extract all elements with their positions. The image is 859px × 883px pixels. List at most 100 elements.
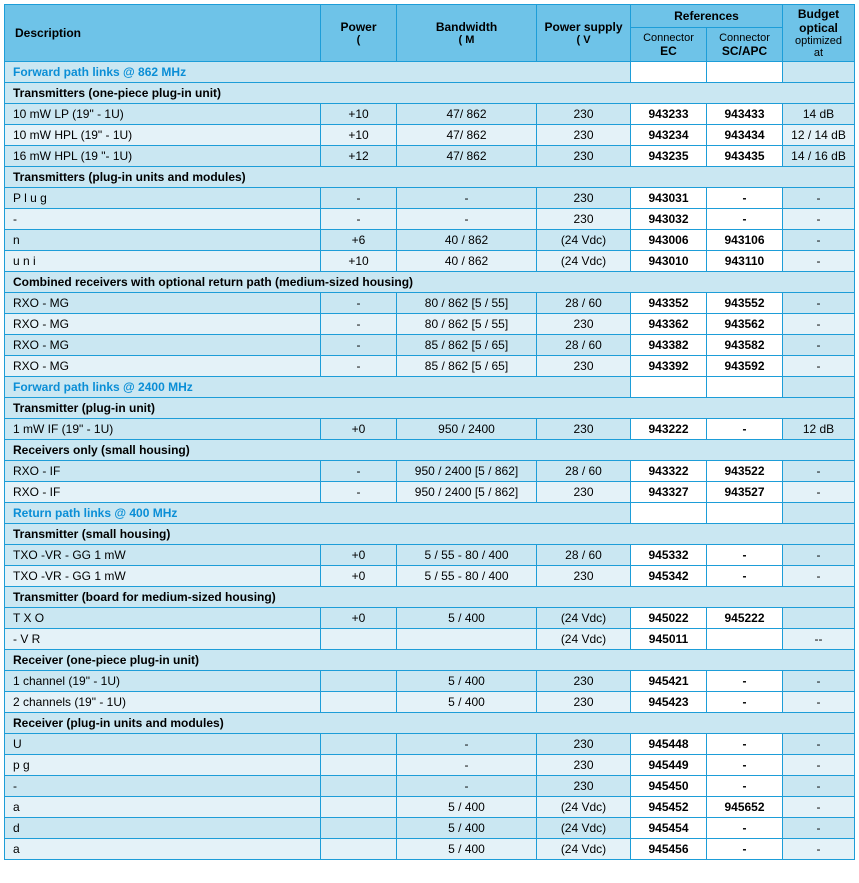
- cell-power-supply: 230: [537, 692, 631, 713]
- cell-description: 10 mW LP (19" - 1U): [5, 104, 321, 125]
- cell-power-supply: 230: [537, 314, 631, 335]
- col-connector-ec-top: Connector: [637, 32, 700, 44]
- col-power-supply-label: Power supply: [543, 20, 624, 34]
- table-row: 2 channels (19" - 1U)5 / 400230945423--: [5, 692, 855, 713]
- table-row: RXO - IF-950 / 2400 [5 / 862]28 / 609433…: [5, 461, 855, 482]
- ref-blank: [707, 62, 783, 83]
- cell-power: +10: [321, 125, 397, 146]
- cell-power-supply: 230: [537, 671, 631, 692]
- table-row: Combined receivers with optional return …: [5, 272, 855, 293]
- cell-description: p g: [5, 755, 321, 776]
- cell-ref-ec: 943382: [631, 335, 707, 356]
- subsection-heading: Receivers only (small housing): [5, 440, 855, 461]
- section-heading: Forward path links @ 862 MHz: [5, 62, 631, 83]
- ref-blank: [631, 62, 707, 83]
- cell-ref-ec: 945452: [631, 797, 707, 818]
- cell-ref-scapc: 943562: [707, 314, 783, 335]
- table-row: U-230945448--: [5, 734, 855, 755]
- subsection-heading: Transmitter (board for medium-sized hous…: [5, 587, 855, 608]
- table-row: T X O+05 / 400(24 Vdc)945022945222: [5, 608, 855, 629]
- table-body: Forward path links @ 862 MHzTransmitters…: [5, 62, 855, 860]
- cell-ref-ec: 945454: [631, 818, 707, 839]
- cell-bandwidth: -: [397, 755, 537, 776]
- cell-description: 10 mW HPL (19" - 1U): [5, 125, 321, 146]
- col-power-sub: (: [327, 34, 390, 46]
- cell-description: n: [5, 230, 321, 251]
- cell-power-supply: 230: [537, 146, 631, 167]
- table-row: TXO -VR - GG 1 mW+05 / 55 - 80 / 4002309…: [5, 566, 855, 587]
- cell-power: [321, 755, 397, 776]
- table-row: a5 / 400(24 Vdc)945452945652-: [5, 797, 855, 818]
- cell-description: a: [5, 839, 321, 860]
- cell-bandwidth: -: [397, 734, 537, 755]
- cell-power: +0: [321, 545, 397, 566]
- col-description: Description: [5, 5, 321, 62]
- cell-description: RXO - MG: [5, 293, 321, 314]
- cell-description: P l u g: [5, 188, 321, 209]
- cell-power: -: [321, 356, 397, 377]
- col-connector-sc-top: Connector: [713, 32, 776, 44]
- cell-ref-scapc: -: [707, 188, 783, 209]
- cell-description: 1 channel (19" - 1U): [5, 671, 321, 692]
- cell-budget: -: [783, 314, 855, 335]
- col-budget-sub: optimized at: [789, 35, 848, 59]
- cell-power-supply: (24 Vdc): [537, 230, 631, 251]
- col-connector-ec-label: EC: [637, 44, 700, 58]
- table-row: RXO - MG-80 / 862 [5 / 55]23094336294356…: [5, 314, 855, 335]
- cell-budget: 12 dB: [783, 419, 855, 440]
- col-power-supply-sub: ( V: [543, 34, 624, 46]
- table-row: 1 channel (19" - 1U)5 / 400230945421--: [5, 671, 855, 692]
- cell-ref-scapc: 943522: [707, 461, 783, 482]
- table-row: Forward path links @ 2400 MHz: [5, 377, 855, 398]
- cell-ref-scapc: 945652: [707, 797, 783, 818]
- cell-ref-ec: 943392: [631, 356, 707, 377]
- col-connector-scapc: Connector SC/APC: [707, 28, 783, 62]
- cell-ref-scapc: -: [707, 734, 783, 755]
- cell-bandwidth: 950 / 2400 [5 / 862]: [397, 461, 537, 482]
- table-row: Transmitter (board for medium-sized hous…: [5, 587, 855, 608]
- table-row: --230945450--: [5, 776, 855, 797]
- table-row: P l u g--230943031--: [5, 188, 855, 209]
- cell-ref-scapc: 943106: [707, 230, 783, 251]
- cell-budget: -: [783, 797, 855, 818]
- cell-power-supply: 230: [537, 482, 631, 503]
- cell-ref-scapc: -: [707, 209, 783, 230]
- cell-power-supply: 230: [537, 734, 631, 755]
- cell-ref-ec: 943031: [631, 188, 707, 209]
- cell-power: +10: [321, 251, 397, 272]
- section-tail: [783, 377, 855, 398]
- cell-ref-scapc: 943552: [707, 293, 783, 314]
- cell-power-supply: 28 / 60: [537, 293, 631, 314]
- cell-ref-scapc: -: [707, 566, 783, 587]
- cell-description: - V R: [5, 629, 321, 650]
- cell-bandwidth: 5 / 55 - 80 / 400: [397, 566, 537, 587]
- cell-power-supply: 230: [537, 125, 631, 146]
- cell-ref-scapc: 943435: [707, 146, 783, 167]
- cell-power-supply: 28 / 60: [537, 545, 631, 566]
- cell-power: [321, 818, 397, 839]
- cell-ref-ec: 945332: [631, 545, 707, 566]
- cell-bandwidth: 47/ 862: [397, 146, 537, 167]
- section-heading: Return path links @ 400 MHz: [5, 503, 631, 524]
- cell-ref-ec: 945423: [631, 692, 707, 713]
- table-row: u n i+1040 / 862(24 Vdc)943010943110-: [5, 251, 855, 272]
- cell-description: U: [5, 734, 321, 755]
- cell-power: -: [321, 293, 397, 314]
- table-row: ---230943032--: [5, 209, 855, 230]
- col-budget: Budget optical optimized at: [783, 5, 855, 62]
- cell-power-supply: 230: [537, 188, 631, 209]
- cell-power-supply: (24 Vdc): [537, 629, 631, 650]
- cell-budget: -: [783, 209, 855, 230]
- cell-power-supply: (24 Vdc): [537, 608, 631, 629]
- cell-ref-scapc: 943592: [707, 356, 783, 377]
- cell-power-supply: 28 / 60: [537, 461, 631, 482]
- cell-power: +12: [321, 146, 397, 167]
- cell-ref-ec: 943327: [631, 482, 707, 503]
- section-heading: Forward path links @ 2400 MHz: [5, 377, 631, 398]
- cell-ref-ec: 945448: [631, 734, 707, 755]
- cell-budget: -: [783, 776, 855, 797]
- col-power: Power (: [321, 5, 397, 62]
- cell-power-supply: 230: [537, 356, 631, 377]
- cell-ref-ec: 943234: [631, 125, 707, 146]
- cell-budget: -: [783, 839, 855, 860]
